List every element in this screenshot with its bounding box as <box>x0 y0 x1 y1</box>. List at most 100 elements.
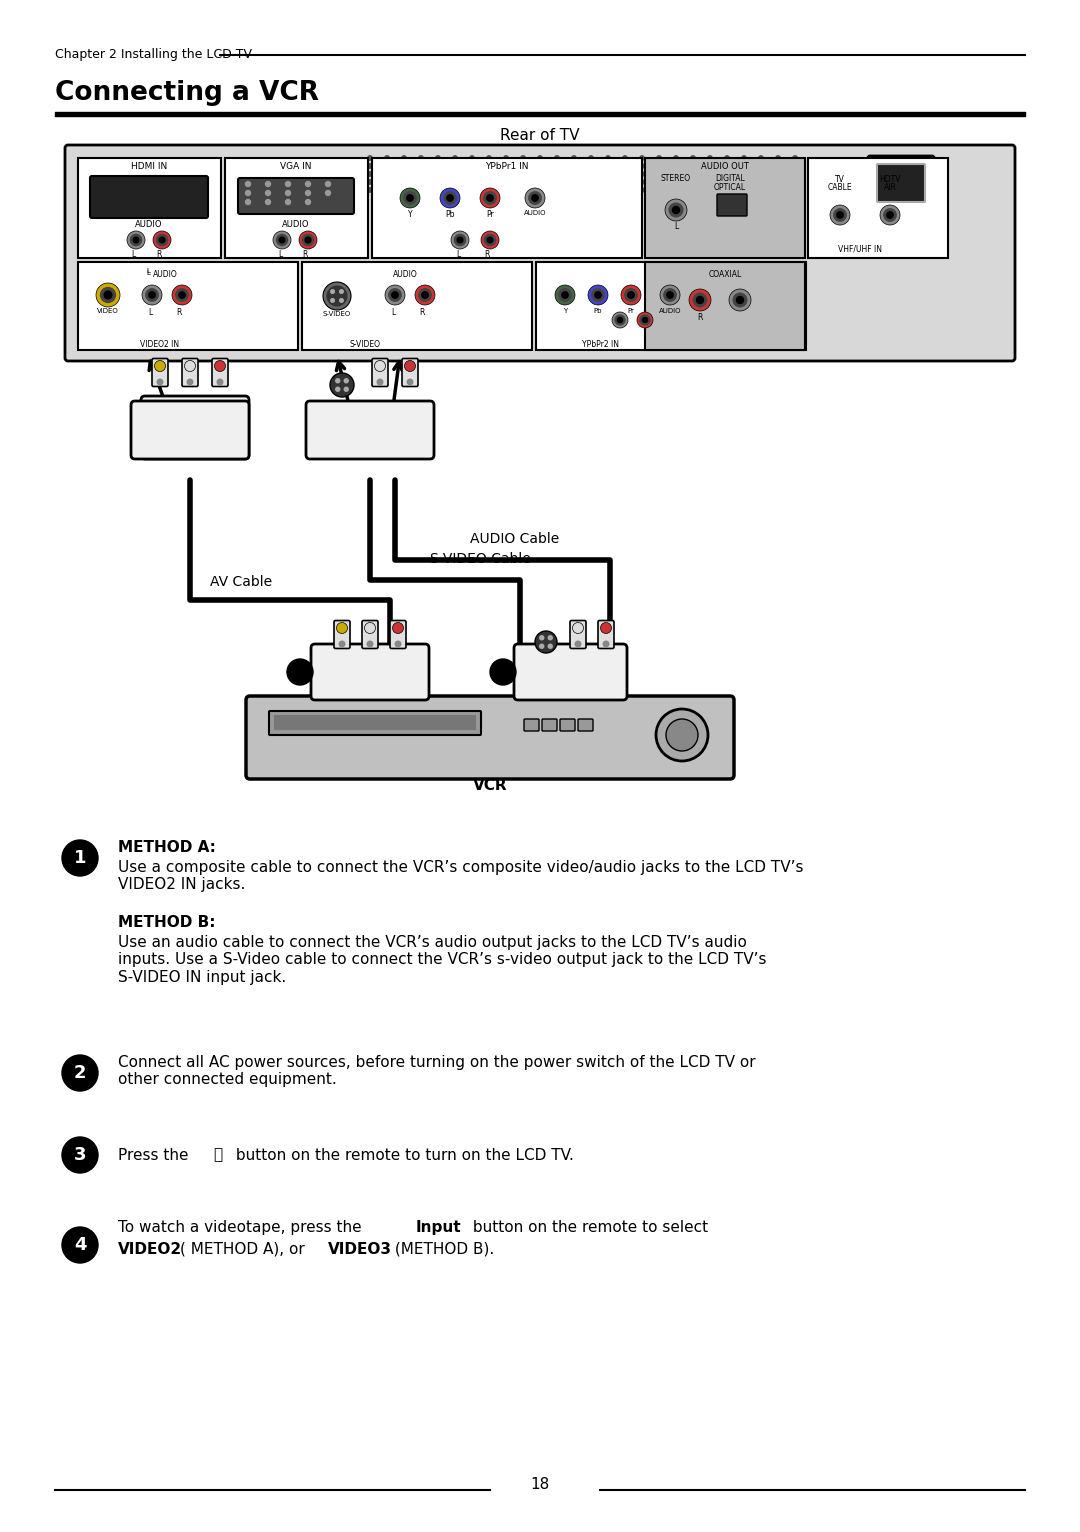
Circle shape <box>775 179 780 184</box>
FancyBboxPatch shape <box>274 715 476 731</box>
Circle shape <box>775 172 780 176</box>
Circle shape <box>657 164 661 169</box>
Circle shape <box>306 190 311 196</box>
Circle shape <box>725 172 729 176</box>
Circle shape <box>529 192 541 204</box>
Circle shape <box>276 234 287 245</box>
Circle shape <box>538 179 542 184</box>
Circle shape <box>627 291 634 299</box>
Circle shape <box>285 199 291 204</box>
Circle shape <box>447 195 454 201</box>
Circle shape <box>643 317 648 323</box>
Circle shape <box>457 237 463 244</box>
Text: S-VIDEO: S-VIDEO <box>350 340 380 349</box>
Text: button on the remote to turn on the LCD TV.: button on the remote to turn on the LCD … <box>231 1147 573 1163</box>
FancyBboxPatch shape <box>246 696 734 778</box>
Text: HDTV: HDTV <box>879 175 901 184</box>
Text: R: R <box>419 308 424 317</box>
FancyBboxPatch shape <box>645 262 805 349</box>
Circle shape <box>266 181 270 187</box>
Circle shape <box>185 360 195 371</box>
Circle shape <box>606 179 610 184</box>
Circle shape <box>330 372 354 397</box>
Text: R: R <box>208 443 216 452</box>
FancyBboxPatch shape <box>131 401 249 460</box>
Circle shape <box>330 290 335 293</box>
Circle shape <box>623 156 627 161</box>
Circle shape <box>664 290 676 302</box>
Circle shape <box>419 290 431 302</box>
Text: STEREO: STEREO <box>661 175 691 182</box>
Circle shape <box>266 190 270 196</box>
Circle shape <box>306 237 311 244</box>
Circle shape <box>707 188 712 192</box>
Circle shape <box>245 190 251 196</box>
Circle shape <box>592 290 604 302</box>
Circle shape <box>793 172 797 176</box>
Circle shape <box>487 156 491 161</box>
FancyBboxPatch shape <box>65 146 1015 362</box>
Circle shape <box>436 172 441 176</box>
Circle shape <box>470 179 474 184</box>
Circle shape <box>157 234 167 245</box>
Circle shape <box>639 156 644 161</box>
Circle shape <box>589 179 593 184</box>
Circle shape <box>402 172 406 176</box>
Circle shape <box>323 282 351 309</box>
Text: L: L <box>148 308 152 317</box>
FancyBboxPatch shape <box>362 620 378 648</box>
Circle shape <box>384 156 389 161</box>
Circle shape <box>637 313 653 328</box>
Text: Chapter 2 Installing the LCD TV: Chapter 2 Installing the LCD TV <box>55 47 252 61</box>
Text: CABLE: CABLE <box>827 182 852 192</box>
Text: R: R <box>302 250 308 259</box>
FancyBboxPatch shape <box>514 643 627 700</box>
Circle shape <box>887 211 893 218</box>
Text: Rear of TV: Rear of TV <box>500 129 580 142</box>
Text: Use an audio cable to connect the VCR’s audio output jacks to the LCD TV’s audio: Use an audio cable to connect the VCR’s … <box>118 935 767 985</box>
Circle shape <box>707 156 712 161</box>
Circle shape <box>639 172 644 176</box>
Circle shape <box>436 164 441 169</box>
FancyBboxPatch shape <box>238 178 354 214</box>
Circle shape <box>339 290 343 293</box>
Text: VCR: VCR <box>473 778 508 794</box>
Circle shape <box>793 156 797 161</box>
Text: ( METHOD A), or: ( METHOD A), or <box>180 1242 310 1256</box>
Circle shape <box>625 290 637 302</box>
FancyBboxPatch shape <box>152 358 168 386</box>
Circle shape <box>538 156 542 161</box>
Text: 4: 4 <box>73 1236 86 1255</box>
FancyBboxPatch shape <box>598 620 615 648</box>
Text: AUDIO OUT: AUDIO OUT <box>701 162 748 172</box>
Circle shape <box>670 204 683 218</box>
FancyBboxPatch shape <box>877 164 924 202</box>
Circle shape <box>538 172 542 176</box>
Circle shape <box>245 181 251 187</box>
FancyBboxPatch shape <box>141 395 249 460</box>
Circle shape <box>558 290 571 302</box>
FancyBboxPatch shape <box>90 176 208 218</box>
Circle shape <box>422 291 428 299</box>
Circle shape <box>285 190 291 196</box>
Text: 3: 3 <box>73 1146 86 1164</box>
Circle shape <box>693 293 706 306</box>
Circle shape <box>179 291 185 299</box>
Circle shape <box>666 291 673 299</box>
Circle shape <box>759 164 764 169</box>
Text: L: L <box>278 250 282 259</box>
FancyBboxPatch shape <box>225 158 368 257</box>
Text: Press the: Press the <box>118 1147 193 1163</box>
Circle shape <box>775 164 780 169</box>
Circle shape <box>707 179 712 184</box>
Circle shape <box>623 179 627 184</box>
Circle shape <box>503 172 509 176</box>
Text: S-VIDEO Cable: S-VIDEO Cable <box>430 552 530 565</box>
Circle shape <box>339 299 343 302</box>
FancyBboxPatch shape <box>717 195 747 216</box>
Circle shape <box>368 156 373 161</box>
Circle shape <box>657 156 661 161</box>
FancyBboxPatch shape <box>561 719 575 731</box>
Circle shape <box>588 285 608 305</box>
Circle shape <box>589 156 593 161</box>
